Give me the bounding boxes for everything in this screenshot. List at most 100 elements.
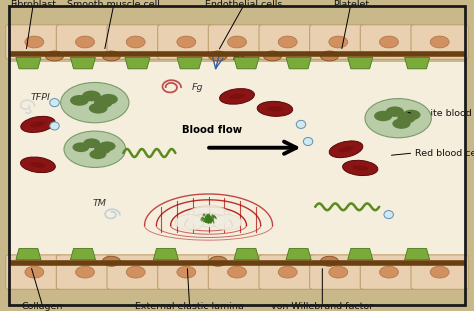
Polygon shape (405, 58, 429, 69)
FancyBboxPatch shape (107, 25, 164, 59)
Ellipse shape (75, 266, 94, 278)
Ellipse shape (75, 36, 94, 48)
Ellipse shape (102, 51, 120, 61)
FancyBboxPatch shape (209, 25, 265, 59)
Polygon shape (71, 58, 95, 69)
Ellipse shape (175, 215, 204, 230)
Ellipse shape (320, 51, 338, 61)
Ellipse shape (374, 111, 392, 121)
Ellipse shape (30, 162, 46, 168)
Polygon shape (234, 248, 259, 260)
Text: Fibroblast: Fibroblast (10, 0, 56, 9)
Ellipse shape (296, 120, 306, 128)
Ellipse shape (177, 266, 196, 278)
FancyBboxPatch shape (360, 255, 418, 289)
Ellipse shape (267, 106, 283, 111)
Text: Red blood cell: Red blood cell (415, 150, 474, 158)
Ellipse shape (209, 51, 227, 61)
Polygon shape (286, 58, 311, 69)
Text: Smooth muscle cell: Smooth muscle cell (67, 0, 160, 9)
Text: Fg: Fg (192, 83, 203, 91)
Ellipse shape (126, 36, 145, 48)
Ellipse shape (213, 215, 242, 230)
FancyBboxPatch shape (310, 25, 367, 59)
Bar (9, 62, 465, 255)
Ellipse shape (99, 142, 116, 151)
Ellipse shape (257, 101, 292, 116)
Ellipse shape (94, 144, 111, 154)
Polygon shape (405, 248, 429, 260)
Ellipse shape (278, 266, 297, 278)
FancyBboxPatch shape (259, 25, 316, 59)
Ellipse shape (320, 256, 338, 266)
FancyBboxPatch shape (411, 25, 468, 59)
Ellipse shape (90, 150, 106, 159)
Ellipse shape (82, 91, 101, 101)
Text: Endothelial cells: Endothelial cells (205, 0, 283, 9)
Ellipse shape (380, 36, 399, 48)
Ellipse shape (50, 122, 59, 130)
Ellipse shape (83, 138, 100, 148)
Ellipse shape (50, 99, 59, 107)
Ellipse shape (94, 97, 113, 108)
Ellipse shape (73, 142, 90, 152)
Ellipse shape (102, 256, 120, 266)
Ellipse shape (64, 131, 126, 167)
Polygon shape (177, 58, 202, 69)
FancyBboxPatch shape (6, 255, 63, 289)
FancyBboxPatch shape (158, 255, 215, 289)
Ellipse shape (380, 266, 399, 278)
Ellipse shape (20, 157, 55, 173)
Ellipse shape (228, 266, 246, 278)
Polygon shape (154, 248, 178, 260)
Ellipse shape (392, 118, 410, 129)
Text: von Willebrand factor: von Willebrand factor (271, 302, 374, 311)
Ellipse shape (126, 266, 145, 278)
Ellipse shape (187, 205, 230, 227)
FancyBboxPatch shape (6, 25, 63, 59)
Polygon shape (286, 248, 311, 260)
Ellipse shape (99, 94, 118, 104)
Ellipse shape (219, 89, 255, 104)
FancyBboxPatch shape (360, 25, 418, 59)
Ellipse shape (30, 121, 46, 128)
Ellipse shape (46, 51, 64, 61)
Ellipse shape (177, 36, 196, 48)
Ellipse shape (21, 116, 55, 132)
Text: White blood cell: White blood cell (415, 109, 474, 118)
Text: Platelet: Platelet (333, 0, 369, 9)
Polygon shape (125, 58, 150, 69)
Ellipse shape (338, 146, 354, 152)
Ellipse shape (264, 51, 282, 61)
Ellipse shape (209, 256, 227, 266)
Ellipse shape (397, 113, 416, 123)
FancyBboxPatch shape (107, 255, 164, 289)
FancyBboxPatch shape (209, 255, 265, 289)
Ellipse shape (25, 266, 44, 278)
Polygon shape (71, 248, 95, 260)
Ellipse shape (343, 160, 378, 176)
Ellipse shape (430, 266, 449, 278)
Ellipse shape (61, 82, 129, 123)
Ellipse shape (430, 36, 449, 48)
FancyBboxPatch shape (56, 255, 114, 289)
Polygon shape (348, 58, 373, 69)
Ellipse shape (25, 36, 44, 48)
Ellipse shape (70, 95, 89, 106)
Ellipse shape (384, 211, 393, 219)
Polygon shape (234, 58, 259, 69)
Ellipse shape (352, 165, 368, 171)
Polygon shape (16, 248, 41, 260)
FancyBboxPatch shape (310, 255, 367, 289)
Ellipse shape (229, 94, 245, 99)
FancyBboxPatch shape (259, 255, 316, 289)
Ellipse shape (89, 103, 108, 114)
Ellipse shape (386, 106, 404, 117)
Polygon shape (348, 248, 373, 260)
FancyBboxPatch shape (158, 25, 215, 59)
Text: Collagen: Collagen (22, 302, 64, 311)
Text: TM: TM (92, 199, 107, 208)
Ellipse shape (329, 141, 363, 158)
Text: Blood flow: Blood flow (182, 125, 243, 135)
Ellipse shape (228, 36, 246, 48)
